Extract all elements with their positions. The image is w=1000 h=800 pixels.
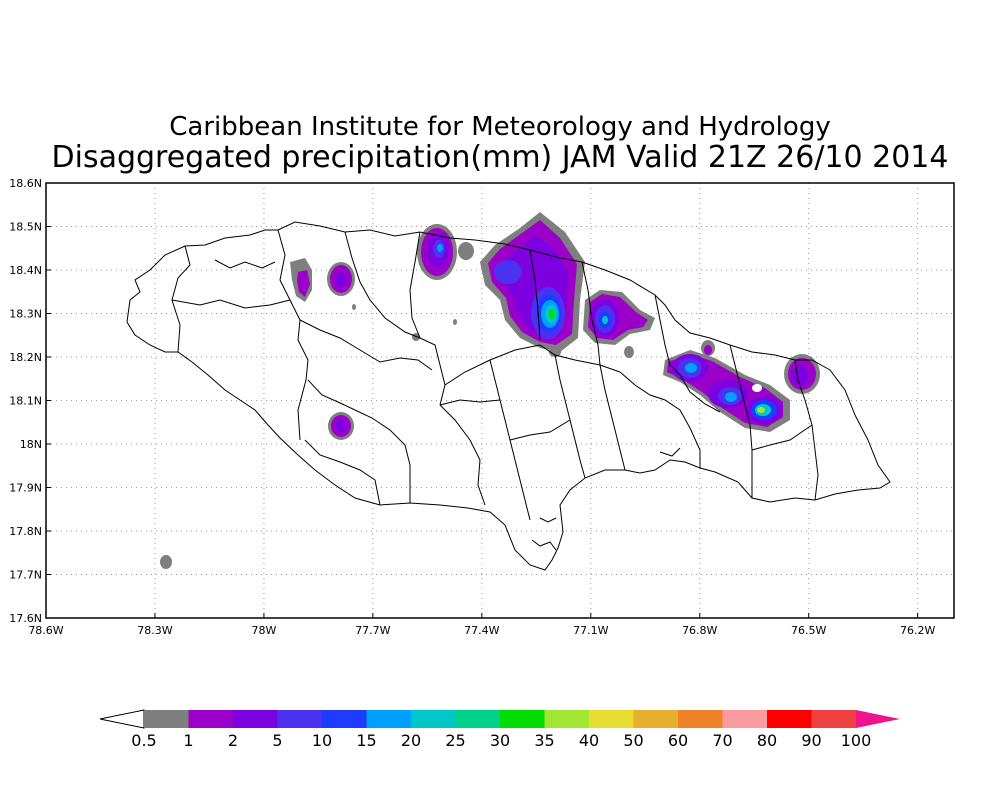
colorbar-label: 10	[312, 731, 332, 750]
colorbar-swatch	[722, 710, 767, 728]
colorbar-swatch	[411, 710, 456, 728]
colorbar-label: 2	[228, 731, 238, 750]
precip-cell-east-of-center	[583, 290, 655, 358]
colorbar-swatch	[144, 710, 189, 728]
precip-cell-eastern-chain	[663, 340, 790, 432]
lat-tick-label: 18N	[20, 438, 42, 451]
colorbar-swatch	[322, 710, 367, 728]
colorbar-label: 80	[757, 731, 777, 750]
colorbar-swatch	[811, 710, 856, 728]
colorbar-swatch	[233, 710, 278, 728]
precip-cell-northwest	[290, 258, 457, 341]
lat-tick-label: 17.7N	[9, 569, 42, 582]
precipitation-field	[160, 212, 820, 569]
lon-tick-label: 78.3W	[137, 624, 172, 637]
precip-cell-far-east	[784, 354, 820, 394]
title-institution: Caribbean Institute for Meteorology and …	[169, 112, 831, 142]
colorbar-label: 5	[272, 731, 282, 750]
latitude-labels: 18.6N 18.5N 18.4N 18.3N 18.2N 18.1N 18N 17.9N 17…	[9, 177, 51, 625]
lon-tick-label: 76.2W	[900, 624, 935, 637]
lat-tick-label: 17.6N	[9, 612, 42, 625]
colorbar-label: 90	[801, 731, 821, 750]
colorbar-label: 30	[490, 731, 510, 750]
map-title: Caribbean Institute for Meteorology and …	[0, 112, 1000, 174]
precip-cell-north-central	[480, 212, 585, 357]
colorbar-swatch	[277, 710, 322, 728]
colorbar-over-arrow	[856, 710, 900, 728]
lon-tick-label: 77.1W	[573, 624, 608, 637]
colorbar-swatch	[678, 710, 723, 728]
colorbar-label: 1	[183, 731, 193, 750]
colorbar: 0.5 1 2 5 10 15 20 25 30 35 40 50 60 70 80 90 100	[99, 709, 900, 750]
lon-tick-label: 76.5W	[791, 624, 826, 637]
colorbar-swatch	[500, 710, 545, 728]
colorbar-label: 25	[445, 731, 465, 750]
lon-tick-label: 76.8W	[682, 624, 717, 637]
lat-tick-label: 17.9N	[9, 482, 42, 495]
lat-tick-label: 18.5N	[9, 221, 42, 234]
colorbar-swatch	[366, 710, 411, 728]
colorbar-label: 40	[579, 731, 599, 750]
precip-cell-southwest	[328, 412, 354, 440]
colorbar-label: 70	[712, 731, 732, 750]
colorbar-swatch	[544, 710, 589, 728]
lat-tick-label: 18.3N	[9, 308, 42, 321]
lat-tick-label: 18.2N	[9, 351, 42, 364]
colorbar-under-arrow	[99, 709, 145, 729]
lon-tick-label: 78W	[251, 624, 276, 637]
colorbar-label: 15	[356, 731, 376, 750]
precip-cell-offshore	[160, 555, 172, 569]
lon-tick-label: 77.4W	[464, 624, 499, 637]
colorbar-label: 100	[841, 731, 872, 750]
colorbar-swatch	[188, 710, 233, 728]
colorbar-label: 60	[668, 731, 688, 750]
colorbar-swatch	[633, 710, 678, 728]
lat-tick-label: 18.6N	[9, 177, 42, 190]
colorbar-label: 20	[401, 731, 421, 750]
colorbar-swatch	[455, 710, 500, 728]
colorbar-swatch	[589, 710, 634, 728]
longitude-labels: 78.6W 78.3W 78W 77.7W 77.4W 77.1W 76.8W 76.5W 76…	[28, 613, 935, 637]
colorbar-label: 0.5	[131, 731, 156, 750]
lon-tick-label: 78.6W	[28, 624, 63, 637]
lon-tick-label: 77.7W	[355, 624, 390, 637]
colorbar-label: 35	[534, 731, 554, 750]
precip-cell-montego-north	[417, 224, 474, 280]
lat-tick-label: 18.1N	[9, 395, 42, 408]
colorbar-swatch	[767, 710, 812, 728]
jamaica-outline	[126, 221, 891, 571]
colorbar-label: 50	[623, 731, 643, 750]
lat-tick-label: 17.8N	[9, 525, 42, 538]
title-product: Disaggregated precipitation(mm) JAM Vali…	[51, 140, 949, 175]
lat-tick-label: 18.4N	[9, 264, 42, 277]
